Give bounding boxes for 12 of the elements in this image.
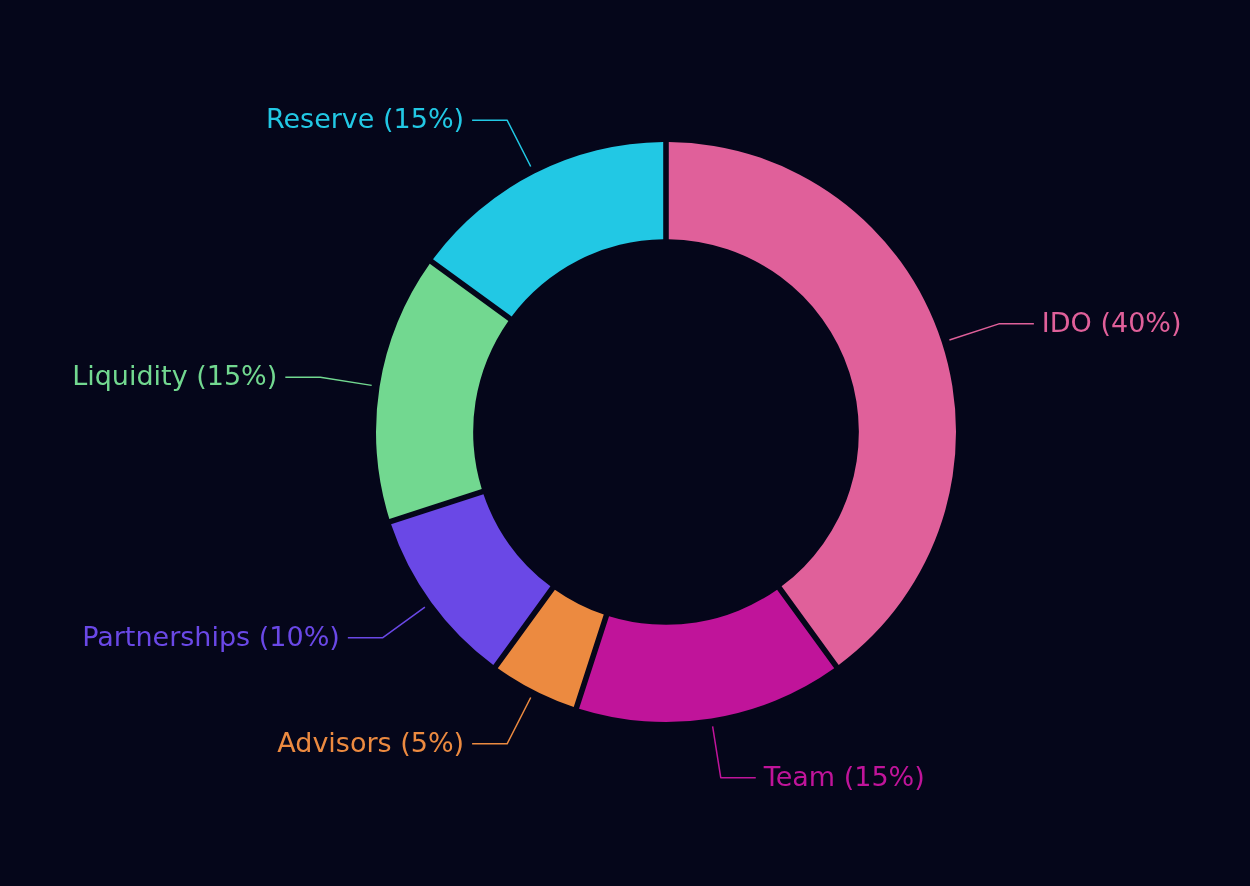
- donut-slice: [497, 589, 604, 707]
- slice-label: Liquidity (15%): [72, 360, 278, 392]
- slice-label: Team (15%): [762, 760, 925, 792]
- donut-slice: [668, 142, 956, 665]
- donut-slice: [376, 263, 509, 519]
- slice-label: Reserve (15%): [265, 103, 465, 135]
- donut-slice: [579, 589, 835, 722]
- slice-label: Partnerships (10%): [82, 620, 340, 652]
- slice-label: Advisors (5%): [277, 726, 465, 758]
- slice-label: IDO (40%): [1041, 306, 1182, 338]
- donut-slice: [433, 142, 664, 317]
- donut-slice: [391, 494, 551, 665]
